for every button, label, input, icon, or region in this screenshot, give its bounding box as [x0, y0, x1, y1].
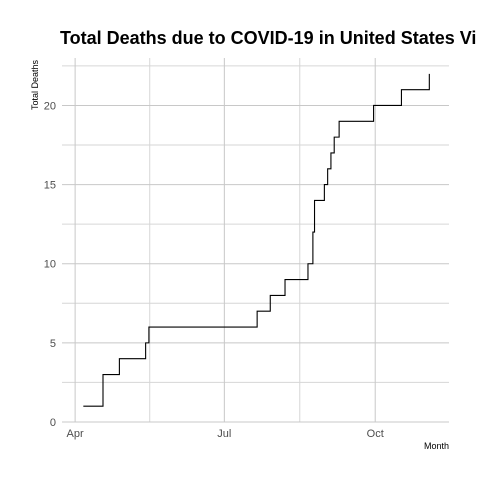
- y-tick-label: 15: [44, 180, 56, 192]
- x-tick-label: Oct: [367, 428, 384, 440]
- series-line-0: [83, 73, 430, 407]
- grid: [62, 58, 449, 423]
- x-axis-label: Month: [424, 441, 449, 451]
- x-tick-label: Apr: [67, 428, 84, 440]
- x-tick-label: Jul: [217, 428, 231, 440]
- y-tick-label: 5: [50, 338, 56, 350]
- y-tick-label: 0: [50, 417, 56, 429]
- tick-labels: Apr Jul Oct 0 5 10 15 20: [44, 100, 384, 440]
- y-axis-label: Total Deaths: [30, 59, 40, 110]
- chart-title: Total Deaths due to COVID-19 in United S…: [60, 28, 476, 48]
- y-tick-label: 10: [44, 259, 56, 271]
- series-layer: [83, 73, 430, 407]
- y-tick-label: 20: [44, 100, 56, 112]
